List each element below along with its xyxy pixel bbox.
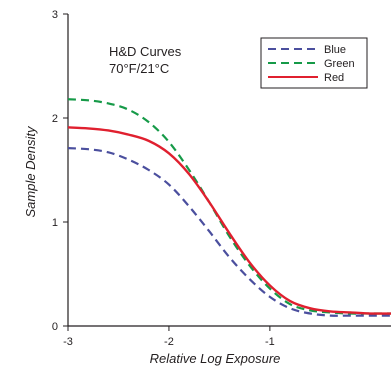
x-axis-title: Relative Log Exposure: [150, 351, 281, 366]
series-line-red: [67, 126, 391, 315]
x-tick-label: -3: [63, 336, 73, 348]
y-tick-label: 3: [52, 9, 58, 21]
annotation-line-2: 70°F/21°C: [109, 61, 169, 76]
legend-label-blue: Blue: [324, 44, 346, 56]
y-tick-label: 2: [52, 113, 58, 125]
y-tick-label: 0: [52, 321, 58, 333]
ticks: 0 1 2 3 -3 -2 -1: [52, 9, 275, 348]
x-tick-label: -1: [265, 336, 275, 348]
annotation-line-1: H&D Curves: [109, 44, 182, 59]
series-line-blue: [67, 147, 391, 317]
legend-label-green: Green: [324, 58, 355, 70]
legend-label-red: Red: [324, 72, 344, 84]
y-axis-title: Sample Density: [23, 125, 38, 218]
axes: [67, 14, 391, 327]
plot-lines: [67, 98, 391, 317]
legend: Blue Green Red: [260, 37, 368, 89]
y-tick-label: 1: [52, 217, 58, 229]
x-tick-label: -2: [164, 336, 174, 348]
